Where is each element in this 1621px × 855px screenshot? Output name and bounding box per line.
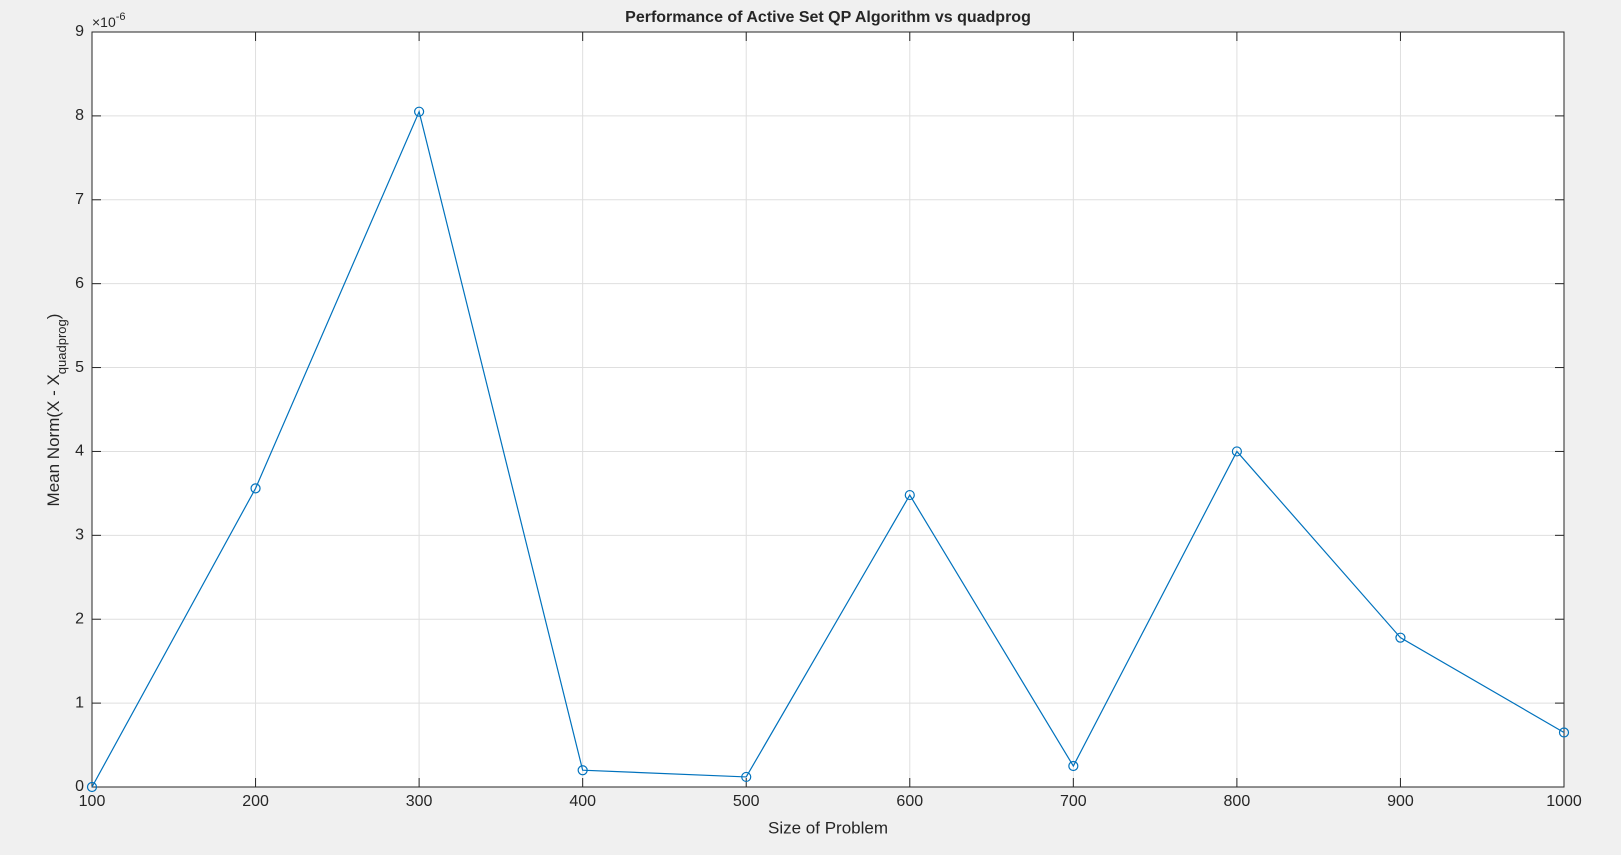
y-tick-label: 5: [75, 359, 84, 376]
x-tick-label: 400: [569, 793, 596, 810]
data-line: [91, 109, 1565, 788]
x-tick-label: 100: [79, 793, 106, 810]
y-label-subscript: quadprog: [54, 319, 69, 374]
y-exponent-base: ×10: [92, 14, 116, 30]
data-point: [1558, 727, 1570, 738]
ticks: 0 1 2 3 4 5 6 7 8 9 100 200 300 400 500 600 700 800 900 100…: [75, 23, 1582, 810]
data-point: [1395, 632, 1406, 643]
y-label-main: Mean Norm(X - X: [44, 374, 63, 506]
x-tick-label: 300: [406, 793, 433, 810]
data-point: [414, 106, 425, 117]
x-tick-label: 1000: [1546, 793, 1582, 810]
y-axis-label: Mean Norm(X - Xquadprog): [44, 314, 68, 507]
data-point: [904, 489, 915, 501]
y-tick-label: 0: [75, 778, 84, 795]
y-tick-label: 2: [75, 610, 84, 627]
chart-title: Performance of Active Set QP Algorithm v…: [625, 9, 1031, 26]
x-tick-label: 800: [1224, 793, 1251, 810]
data-point: [1068, 760, 1079, 772]
y-tick-label: 6: [75, 275, 84, 292]
y-label-suffix: ): [44, 314, 63, 320]
x-tick-label: 600: [896, 793, 923, 810]
y-exponent: ×10-6: [92, 11, 126, 30]
data-point: [577, 765, 588, 776]
x-tick-label: 900: [1387, 793, 1414, 810]
y-exponent-power: -6: [116, 11, 126, 23]
y-tick-label: 7: [75, 191, 84, 208]
y-tick-label: 1: [75, 694, 84, 711]
y-tick-label: 8: [75, 107, 84, 124]
x-tick-label: 700: [1060, 793, 1087, 810]
x-axis-label: Size of Problem: [768, 818, 888, 837]
marks: [86, 106, 1570, 793]
y-tick-label: 9: [75, 23, 84, 40]
x-tick-label: 500: [733, 793, 760, 810]
y-tick-label: 3: [75, 527, 84, 544]
plot-area: [92, 32, 1564, 787]
data-point: [250, 483, 261, 494]
data-point: [741, 771, 752, 783]
y-tick-label: 4: [75, 443, 84, 460]
data-point: [1231, 446, 1242, 457]
data-point: [86, 781, 98, 793]
axes-box: [91, 31, 1565, 788]
x-tick-label: 200: [242, 793, 269, 810]
